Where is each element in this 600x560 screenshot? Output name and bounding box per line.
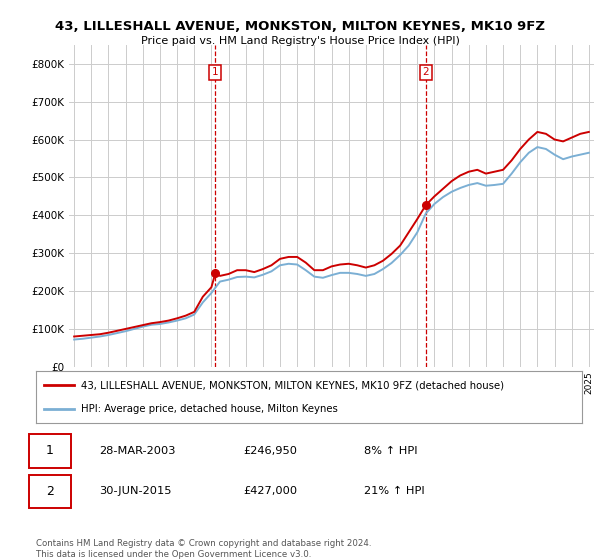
FancyBboxPatch shape <box>29 475 71 508</box>
Text: 2: 2 <box>422 67 429 77</box>
FancyBboxPatch shape <box>29 434 71 468</box>
Text: £246,950: £246,950 <box>244 446 298 456</box>
Text: 43, LILLESHALL AVENUE, MONKSTON, MILTON KEYNES, MK10 9FZ (detached house): 43, LILLESHALL AVENUE, MONKSTON, MILTON … <box>81 380 504 390</box>
Text: 21% ↑ HPI: 21% ↑ HPI <box>364 487 424 497</box>
Text: HPI: Average price, detached house, Milton Keynes: HPI: Average price, detached house, Milt… <box>81 404 338 414</box>
Text: Contains HM Land Registry data © Crown copyright and database right 2024.
This d: Contains HM Land Registry data © Crown c… <box>36 539 371 559</box>
Text: Price paid vs. HM Land Registry's House Price Index (HPI): Price paid vs. HM Land Registry's House … <box>140 36 460 46</box>
Text: 1: 1 <box>212 67 218 77</box>
Text: 8% ↑ HPI: 8% ↑ HPI <box>364 446 417 456</box>
Text: 30-JUN-2015: 30-JUN-2015 <box>99 487 171 497</box>
Text: 2: 2 <box>46 485 53 498</box>
Text: £427,000: £427,000 <box>244 487 298 497</box>
Text: 43, LILLESHALL AVENUE, MONKSTON, MILTON KEYNES, MK10 9FZ: 43, LILLESHALL AVENUE, MONKSTON, MILTON … <box>55 20 545 32</box>
Text: 28-MAR-2003: 28-MAR-2003 <box>99 446 175 456</box>
Text: 1: 1 <box>46 444 53 458</box>
